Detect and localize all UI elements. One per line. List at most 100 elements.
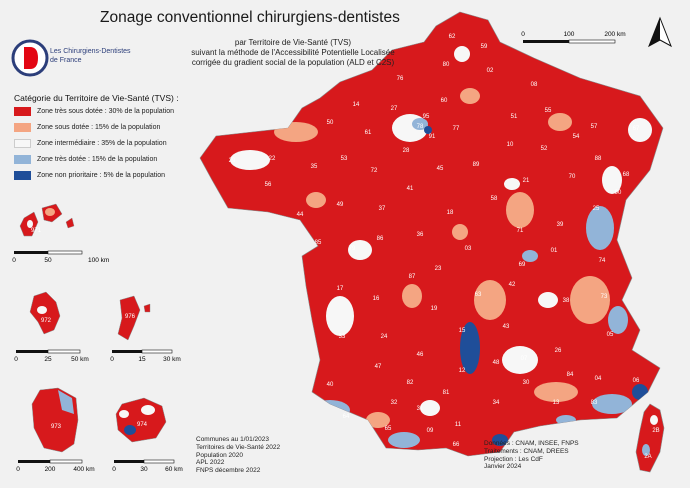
svg-text:15: 15 [138,356,146,363]
department-code-label: 68 [623,172,630,178]
svg-text:0: 0 [521,31,525,38]
department-code-label: 35 [311,164,318,170]
legend-swatch [14,170,31,180]
inset-code-reunion: 974 [137,422,148,428]
department-code-label: 70 [569,174,576,180]
tvs-zones [230,46,652,448]
department-code-label: 38 [563,298,570,304]
inset-code-guyane: 973 [51,424,62,430]
inset-reunion [115,397,167,443]
department-code-label: 57 [591,124,598,130]
inset-code-guadeloupe: 971 [31,228,42,234]
legend-swatch [14,106,31,116]
department-code-label: 90 [615,190,622,196]
department-code-label: 52 [541,146,548,152]
source-notes-right: Données : CNAM, INSEE, FNPS Traitements … [484,440,579,471]
department-code-label: 66 [453,442,460,448]
department-code-label: 12 [459,368,466,374]
department-code-label: 11 [455,422,462,428]
svg-text:25: 25 [44,356,52,363]
department-code-label: 49 [337,202,344,208]
department-code-label: 29 [229,158,236,164]
logo-icon [11,39,49,77]
department-code-label: 58 [491,196,498,202]
department-code-label: 28 [403,148,410,154]
department-code-label: 06 [633,378,640,384]
department-code-label: 31 [417,406,424,412]
department-code-label: 21 [523,178,530,184]
corsica-code-2b: 2B [652,428,659,434]
legend-item: Zone très sous dotée : 30% de la populat… [14,106,174,116]
logo-line-1: Les Chirurgiens-Dentistes [50,48,131,55]
department-labels: 62 59 80 02 08 76 60 95 77 51 55 57 67 14 27 78 91 10 52 54… [229,34,640,448]
department-code-label: 44 [297,212,304,218]
department-code-label: 62 [449,34,456,40]
department-code-label: 18 [447,210,454,216]
department-code-label: 59 [481,44,488,50]
department-code-label: 55 [545,108,552,114]
department-code-label: 78 [417,124,424,130]
svg-text:30: 30 [140,466,148,473]
svg-text:0: 0 [110,356,114,363]
legend-item: Zone intermédiaire : 35% de la populatio… [14,138,167,148]
map-subtitle-line-1: par Territoire de Vie-Santé (TVS) [234,38,352,47]
department-code-label: 26 [555,348,562,354]
department-code-label: 25 [593,206,600,212]
legend-item: Zone non prioritaire : 5% de la populati… [14,170,165,180]
department-code-label: 84 [567,372,574,378]
north-arrow-icon [648,16,672,48]
department-code-label: 77 [453,126,460,132]
map-subtitle-line-3: corrigée du gradient social de la popula… [191,58,395,67]
legend-label: Zone très dotée : 15% de la population [37,155,158,163]
legend-label: Zone non prioritaire : 5% de la populati… [37,171,166,179]
department-code-label: 04 [595,376,602,382]
department-code-label: 53 [341,156,348,162]
svg-text:400 km: 400 km [73,466,94,473]
department-code-label: 76 [397,76,404,82]
scale-bar-reunion: 0 30 60 km [112,459,183,473]
department-code-label: 22 [269,156,276,162]
svg-text:30 km: 30 km [163,356,181,363]
department-code-label: 48 [493,360,500,366]
legend-item: Zone sous dotée : 15% de la population [14,122,160,132]
department-code-label: 42 [509,282,516,288]
department-code-label: 50 [327,120,334,126]
scale-bar-mayotte: 0 15 30 km [110,349,181,363]
department-code-label: 34 [493,400,500,406]
department-code-label: 05 [607,332,614,338]
department-code-label: 61 [365,130,372,136]
department-code-label: 95 [423,114,430,120]
legend-swatch [14,138,31,148]
department-code-label: 03 [465,246,472,252]
department-code-label: 80 [443,62,450,68]
legend-swatch [14,154,31,164]
department-code-label: 19 [431,306,438,312]
legend-label: Zone sous dotée : 15% de la population [37,123,161,131]
inset-code-mayotte: 976 [125,314,136,320]
department-code-label: 37 [379,206,386,212]
department-code-label: 10 [507,142,514,148]
map-title: Zonage conventionnel chirurgiens-dentist… [100,9,400,26]
main-scale-bar: 0 100 200 km [521,31,626,44]
department-code-label: 71 [517,228,524,234]
department-code-label: 32 [391,400,398,406]
department-code-label: 56 [265,182,272,188]
svg-text:0: 0 [112,466,116,473]
department-code-label: 60 [441,98,448,104]
department-code-label: 23 [435,266,442,272]
department-code-label: 65 [385,426,392,432]
department-code-label: 89 [473,162,480,168]
department-code-label: 43 [503,324,510,330]
svg-text:100: 100 [564,31,575,38]
department-code-label: 54 [573,134,580,140]
department-code-label: 72 [371,168,378,174]
source-notes-left: Communes au 1/01/2023 Territoires de Vie… [196,436,281,475]
legend-label: Zone très sous dotée : 30% de la populat… [37,107,174,115]
department-code-label: 73 [601,294,608,300]
department-code-label: 88 [595,156,602,162]
department-code-label: 41 [407,186,414,192]
department-code-label: 85 [315,240,322,246]
department-code-label: 15 [459,328,466,334]
svg-text:50 km: 50 km [71,356,89,363]
